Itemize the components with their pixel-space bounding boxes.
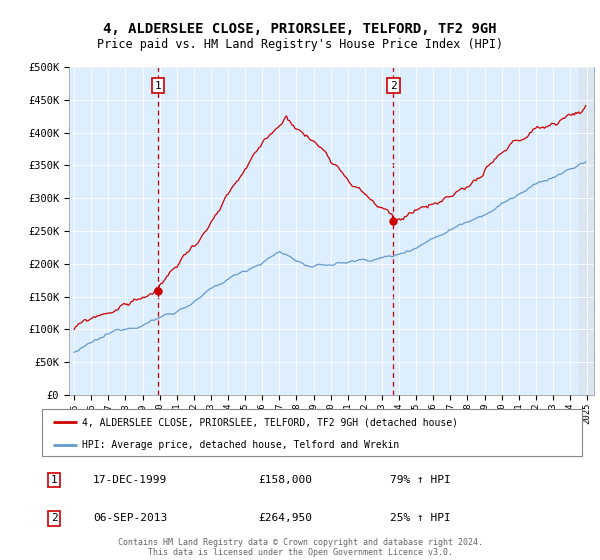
Text: HPI: Average price, detached house, Telford and Wrekin: HPI: Average price, detached house, Telf… <box>83 440 400 450</box>
Text: 2: 2 <box>390 81 397 91</box>
Text: 1: 1 <box>155 81 161 91</box>
Text: £264,950: £264,950 <box>258 514 312 524</box>
FancyBboxPatch shape <box>42 409 582 456</box>
Text: 25% ↑ HPI: 25% ↑ HPI <box>390 514 451 524</box>
Text: 4, ALDERSLEE CLOSE, PRIORSLEE, TELFORD, TF2 9GH: 4, ALDERSLEE CLOSE, PRIORSLEE, TELFORD, … <box>103 22 497 36</box>
Text: 4, ALDERSLEE CLOSE, PRIORSLEE, TELFORD, TF2 9GH (detached house): 4, ALDERSLEE CLOSE, PRIORSLEE, TELFORD, … <box>83 417 458 427</box>
Text: 06-SEP-2013: 06-SEP-2013 <box>93 514 167 524</box>
Text: 2: 2 <box>50 514 58 524</box>
Text: Contains HM Land Registry data © Crown copyright and database right 2024.
This d: Contains HM Land Registry data © Crown c… <box>118 538 482 557</box>
Bar <box>578 67 596 395</box>
Text: 1: 1 <box>50 475 58 485</box>
Text: £158,000: £158,000 <box>258 475 312 485</box>
Text: 79% ↑ HPI: 79% ↑ HPI <box>390 475 451 485</box>
Text: Price paid vs. HM Land Registry's House Price Index (HPI): Price paid vs. HM Land Registry's House … <box>97 38 503 50</box>
Text: 17-DEC-1999: 17-DEC-1999 <box>93 475 167 485</box>
